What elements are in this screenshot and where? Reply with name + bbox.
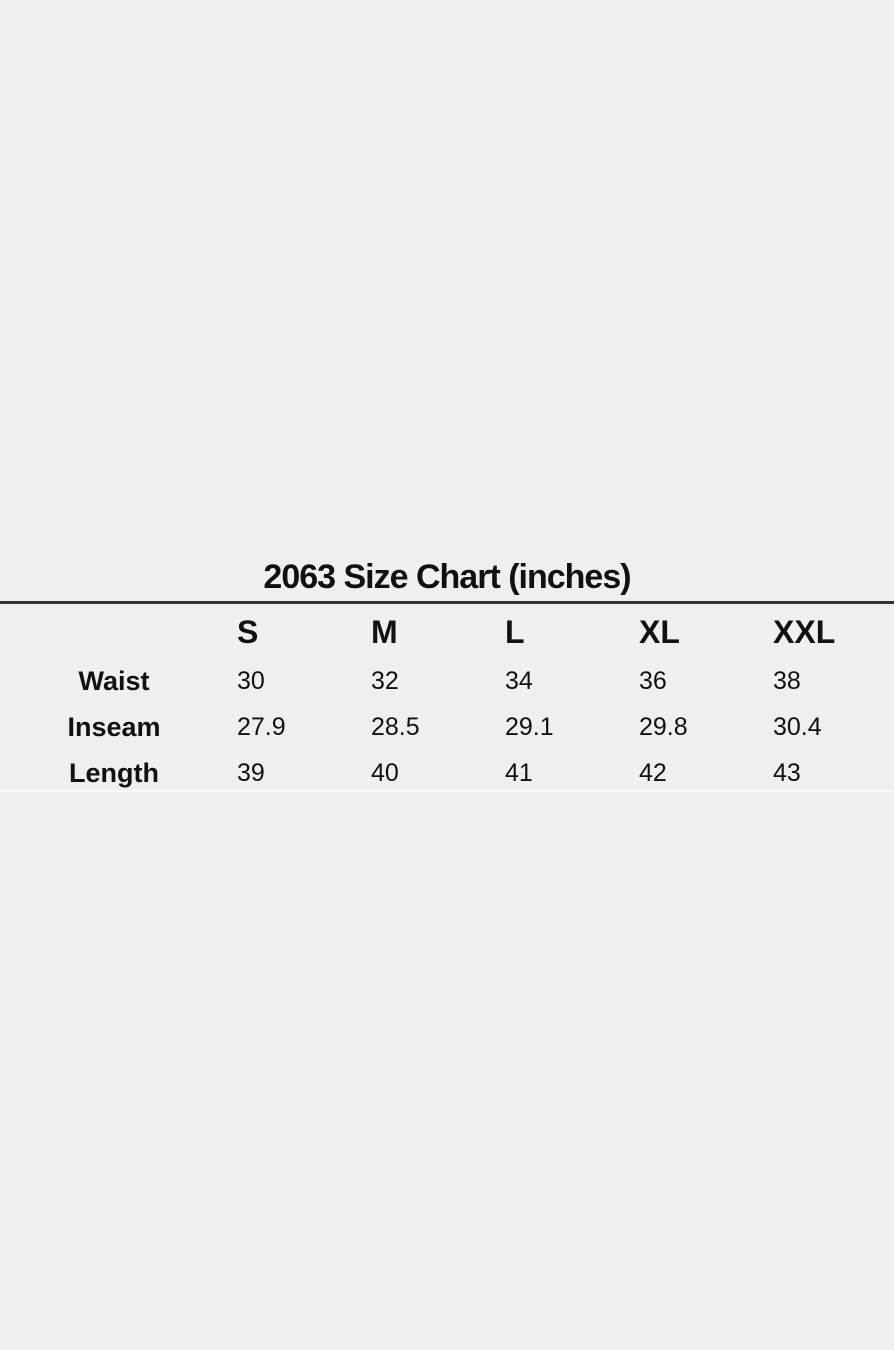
table-cell: 42 [639, 759, 667, 787]
table-cell: 32 [371, 667, 399, 695]
table-cell: 40 [371, 759, 399, 787]
table-cell: 30 [237, 667, 265, 695]
table-cell: 41 [505, 759, 533, 787]
column-header-m: M [371, 614, 398, 650]
table-cell: 43 [773, 759, 801, 787]
chart-title: 2063 Size Chart (inches) [263, 558, 631, 596]
table-cell: 30.4 [773, 713, 822, 741]
table-cell: 39 [237, 759, 265, 787]
row-label-waist: Waist [78, 666, 150, 696]
column-header-xxl: XXL [773, 614, 836, 650]
column-header-l: L [505, 614, 525, 650]
row-label-inseam: Inseam [67, 712, 161, 742]
column-header-s: S [237, 614, 259, 650]
table-cell: 27.9 [237, 713, 286, 741]
row-label-length: Length [69, 758, 159, 788]
table-cell: 34 [505, 667, 533, 695]
table-cell: 29.1 [505, 713, 554, 741]
table-cell: 36 [639, 667, 667, 695]
table-cell: 28.5 [371, 713, 420, 741]
column-header-xl: XL [639, 614, 680, 650]
table-bottom-border [0, 790, 894, 792]
table-cell: 38 [773, 667, 801, 695]
header-divider [0, 601, 894, 604]
table-cell: 29.8 [639, 713, 688, 741]
